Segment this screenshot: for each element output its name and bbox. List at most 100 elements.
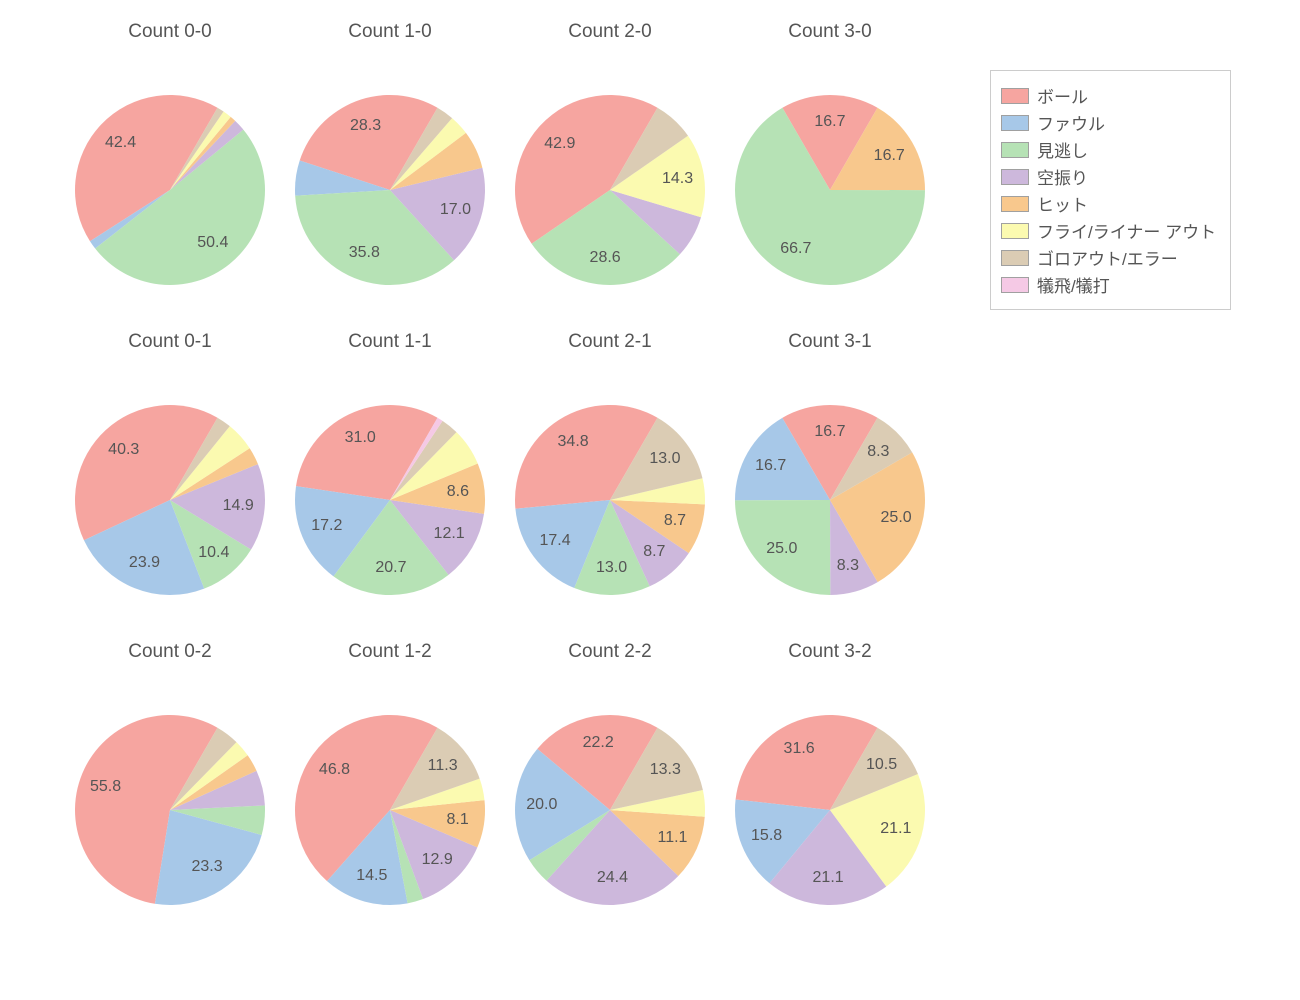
pie-cell: Count 3-231.615.821.121.110.5 [720,635,940,945]
legend-label: ヒット [1037,191,1088,216]
legend-label: 犠飛/犠打 [1037,272,1110,297]
legend-row: 見逃し [1001,137,1216,162]
pie-cell: Count 3-0 16.7 66.7 16.7 [720,15,940,325]
legend-swatch [1001,250,1029,266]
slice-label: 25.0 [881,509,912,527]
slice-label: 16.7 [814,423,845,441]
slice-label: 23.9 [129,554,160,572]
slice-label: 10.4 [198,544,229,562]
legend-row: フライ/ライナー アウト [1001,218,1216,243]
slice-label: 20.7 [375,559,406,577]
pie-svg [73,713,267,907]
pie-title: Count 0-2 [60,641,280,663]
slice-label: 35.8 [349,244,380,262]
legend-label: 空振り [1037,164,1088,189]
pie-wrap: 31.017.220.712.18.6 [293,403,487,597]
slice-label: 13.3 [650,761,681,779]
pie-wrap: 55.823.3 [73,713,267,907]
legend-label: ファウル [1037,110,1105,135]
slice-label: 8.1 [447,811,469,829]
pie-title: Count 0-0 [60,21,280,43]
legend-label: フライ/ライナー アウト [1037,218,1216,243]
slice-label: 13.0 [596,559,627,577]
slice-label: 34.8 [558,433,589,451]
legend-swatch [1001,223,1029,239]
slice-label: 8.7 [664,512,686,530]
legend-swatch [1001,88,1029,104]
slice-label: 8.7 [643,543,665,561]
slice-label: 16.7 [874,147,905,165]
legend-swatch [1001,142,1029,158]
legend-row: ヒット [1001,191,1216,216]
pie-cell: Count 0-1 40.3 23.9 10.4 14.9 [60,325,280,635]
pie-wrap: 16.7 16.7 25.0 8.3 25.0 8.3 [733,403,927,597]
slice-label: 23.3 [191,858,222,876]
slice-label: 20.0 [526,796,557,814]
pie-wrap: 42.450.4 [73,93,267,287]
slice-label: 8.3 [867,443,889,461]
legend-label: ゴロアウト/エラー [1037,245,1178,270]
slice-label: 14.3 [662,170,693,188]
pie-svg [293,93,487,287]
slice-label: 46.8 [319,761,350,779]
pie-svg [73,93,267,287]
slice-label: 11.1 [657,829,687,847]
slice-label: 8.3 [837,557,859,575]
legend-label: ボール [1037,83,1088,108]
pie-title: Count 2-0 [500,21,720,43]
slice-label: 25.0 [766,540,797,558]
pie-wrap: 34.8 17.4 13.0 8.7 8.7 13.0 [513,403,707,597]
slice-label: 28.3 [350,117,381,135]
slice-label: 12.1 [434,525,465,543]
pie-wrap: 22.220.024.411.113.3 [513,713,707,907]
slice-label: 24.4 [597,869,628,887]
pie-wrap: 16.7 66.7 16.7 [733,93,927,287]
pie-cell: Count 2-1 34.8 17.4 13.0 8.7 8.7 13.0 [500,325,720,635]
pie-title: Count 0-1 [60,331,280,353]
slice-label: 15.8 [751,827,782,845]
chart-grid-root: Count 0-042.450.4Count 1-028.335.817.0Co… [0,0,1300,1000]
legend-row: ゴロアウト/エラー [1001,245,1216,270]
legend-row: ファウル [1001,110,1216,135]
pie-wrap: 42.928.614.3 [513,93,707,287]
pie-title: Count 2-1 [500,331,720,353]
pie-svg [293,713,487,907]
slice-label: 17.2 [311,517,342,535]
slice-label: 17.0 [440,201,471,219]
slice-label: 66.7 [780,240,811,258]
slice-label: 16.7 [814,113,845,131]
pie-cell: Count 1-131.017.220.712.18.6 [280,325,500,635]
pie-wrap: 40.3 23.9 10.4 14.9 [73,403,267,597]
slice-label: 16.7 [755,457,786,475]
slice-label: 12.9 [422,851,453,869]
legend-swatch [1001,277,1029,293]
legend-swatch [1001,169,1029,185]
pie-title: Count 3-1 [720,331,940,353]
pie-wrap: 28.3 35.8 17.0 [293,93,487,287]
pie-title: Count 3-2 [720,641,940,663]
pie-wrap: 46.8 14.5 12.9 8.1 11.3 [293,713,487,907]
pie-cell: Count 2-0 42.928.614.3 [500,15,720,325]
slice-label: 13.0 [649,450,680,468]
pie-cell: Count 1-028.335.817.0 [280,15,500,325]
slice-label: 42.4 [105,134,136,152]
pie-cell: Count 0-0 42.450.4 [60,15,280,325]
pie-title: Count 2-2 [500,641,720,663]
slice-label: 11.3 [428,757,458,775]
slice-label: 14.9 [223,497,254,515]
slice-label: 21.1 [813,869,844,887]
legend-row: 犠飛/犠打 [1001,272,1216,297]
pie-title: Count 3-0 [720,21,940,43]
legend: ボールファウル見逃し空振りヒットフライ/ライナー アウトゴロアウト/エラー犠飛/… [990,70,1231,310]
pie-title: Count 1-1 [280,331,500,353]
pie-cell: Count 3-1 16.7 16.7 25.0 8.3 25.0 8.3 [720,325,940,635]
slice-label: 42.9 [544,135,575,153]
pie-title: Count 1-2 [280,641,500,663]
pie-cell: Count 0-2 55.823.3 [60,635,280,945]
slice-label: 40.3 [108,441,139,459]
legend-row: ボール [1001,83,1216,108]
pie-cell: Count 1-2 46.8 14.5 12.9 8.1 11.3 [280,635,500,945]
slice-label: 17.4 [540,532,571,550]
legend-swatch [1001,196,1029,212]
slice-label: 14.5 [356,867,387,885]
